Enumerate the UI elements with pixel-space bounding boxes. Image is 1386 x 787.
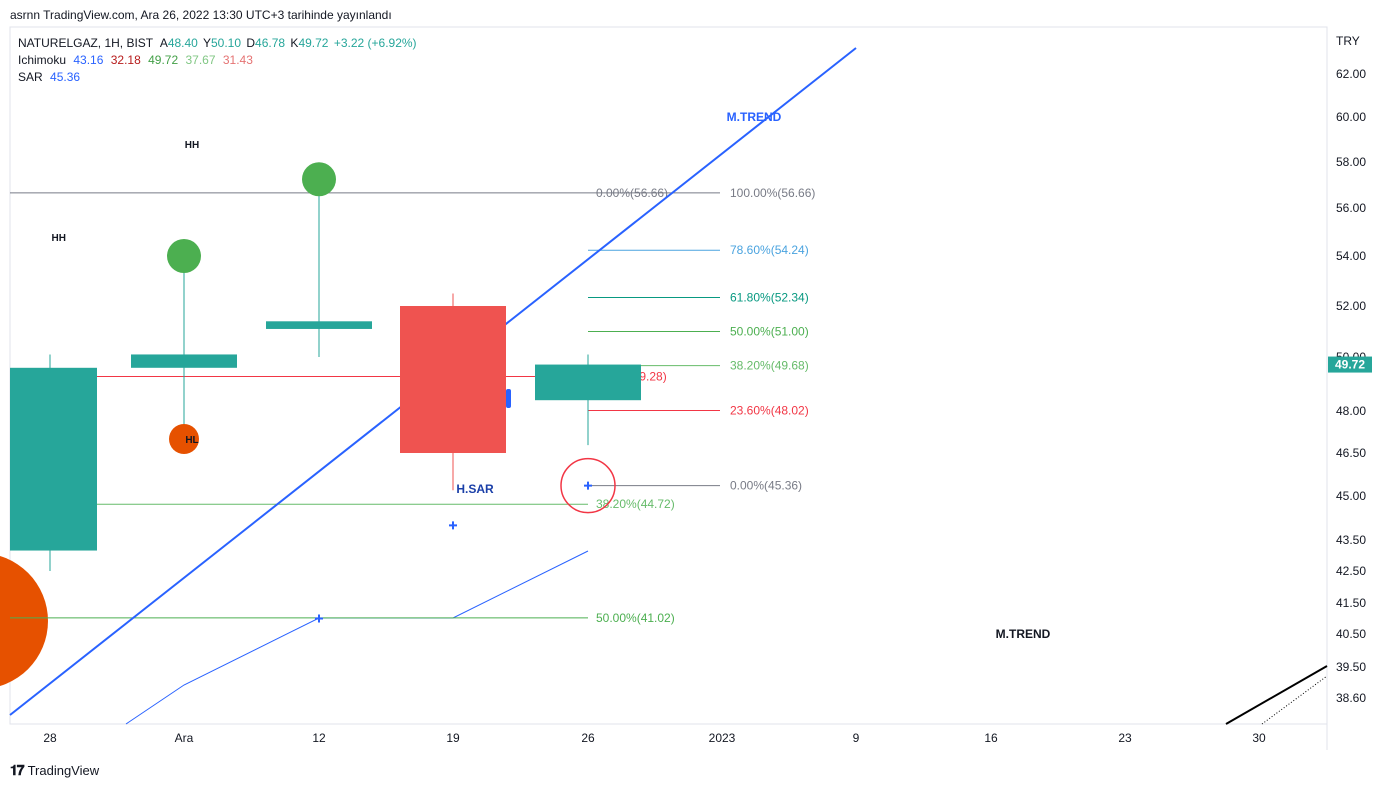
ichimoku-value: 32.18 (110, 53, 141, 67)
ohlc-high: Y50.10 (202, 36, 242, 50)
ichimoku-value: 31.43 (222, 53, 253, 67)
price-tick-label: 60.00 (1336, 110, 1366, 124)
published-line: asrnn TradingView.com, Ara 26, 2022 13:3… (10, 8, 392, 22)
fib-upper-label: 0.00%(45.36) (730, 479, 802, 493)
fib-upper-label: 50.00%(51.00) (730, 325, 809, 339)
sar-point (584, 481, 592, 490)
fib-lower-label: 0.00%(56.66) (596, 186, 668, 200)
symbol-legend-row[interactable]: NATURELGAZ, 1H, BIST A48.40 Y50.10 D46.7… (18, 35, 421, 52)
fib-lower-label: 38.20%(44.72) (596, 497, 675, 511)
ichimoku-name[interactable]: Ichimoku (18, 53, 67, 67)
fib-lower-label: 50.00%(41.02) (596, 611, 675, 625)
candle-body[interactable] (535, 364, 641, 401)
time-tick-label: 19 (446, 731, 460, 745)
green-dot-marker[interactable] (302, 162, 336, 197)
price-tick-label: 46.50 (1336, 446, 1366, 460)
annotation-label[interactable]: M.TREND (727, 110, 782, 124)
tradingview-brand: TradingView (27, 763, 100, 778)
time-tick-label: 9 (853, 731, 860, 745)
ohlc-change: +3.22 (+6.92%) (333, 36, 417, 50)
tradingview-footer[interactable]: 𝟏𝟕 TradingView (10, 762, 99, 779)
price-tick-label: 54.00 (1336, 249, 1366, 263)
annotation-label[interactable]: HH (52, 233, 66, 244)
last-price-label: 49.72 (1335, 358, 1365, 372)
ichimoku-value: 43.16 (73, 53, 104, 67)
time-tick-label: 26 (581, 731, 595, 745)
annotation-label[interactable]: HH (185, 140, 199, 151)
price-tick-label: 56.00 (1336, 201, 1366, 215)
highlight-circle[interactable] (560, 457, 616, 514)
price-tick-label: 40.50 (1336, 627, 1366, 641)
ichimoku-value: 49.72 (148, 53, 179, 67)
price-tick-label: 38.60 (1336, 691, 1366, 705)
sar-point (449, 521, 457, 530)
last-price-badge[interactable] (1328, 356, 1372, 373)
tradingview-logo-icon: 𝟏𝟕 (10, 762, 25, 778)
price-tick-label: 48.00 (1336, 404, 1366, 418)
price-tick-label: 58.00 (1336, 155, 1366, 169)
price-tick-label: 62.00 (1336, 67, 1366, 81)
price-tick-label: 42.50 (1336, 564, 1366, 578)
price-tick-label: 43.50 (1336, 533, 1366, 547)
price-tick-label: 45.00 (1336, 489, 1366, 503)
orange-dot-marker[interactable] (169, 424, 199, 454)
axes: TRY62.0060.0058.0056.0054.0052.0050.0048… (43, 34, 1372, 745)
background-shapes (0, 550, 589, 725)
annotation-label[interactable]: M.TREND (996, 627, 1051, 641)
fibonacci-retracements[interactable]: 100.00%(56.66) 78.60%(54.24) 61.80%(52.34)… (10, 186, 815, 625)
symbol-name[interactable]: NATURELGAZ, 1H, BIST (18, 36, 154, 50)
time-tick-label: Ara (175, 731, 194, 745)
sar-name[interactable]: SAR (18, 70, 43, 84)
ohlc-close: K49.72 (290, 36, 329, 50)
fib-upper-label: 38.20%(49.68) (730, 359, 809, 373)
time-tick-label: 28 (43, 731, 57, 745)
fib-upper-label: 23.60%(48.02) (730, 403, 809, 417)
trend-line-dotted[interactable] (1261, 675, 1328, 725)
candles[interactable] (10, 189, 641, 571)
candle-body[interactable] (266, 321, 372, 329)
time-tick-label: 30 (1252, 731, 1266, 745)
price-tick-label: 39.50 (1336, 660, 1366, 674)
time-tick-label: 16 (984, 731, 998, 745)
candle-body[interactable] (131, 354, 237, 368)
annotation-marks[interactable]: HH HH HL M.TREND H.SAR M.TREND (52, 110, 1051, 641)
sar-point (315, 614, 323, 623)
ohlc-low: D46.78 (246, 36, 286, 50)
fib-upper-label: 100.00%(56.66) (730, 186, 815, 200)
fib-upper-label: 78.60%(54.24) (730, 243, 809, 257)
large-orange-circle (0, 556, 48, 686)
time-tick-label: 12 (312, 731, 326, 745)
annotation-label[interactable]: H.SAR (456, 482, 494, 496)
annotation-label[interactable]: HL (185, 435, 198, 446)
ichimoku-legend-row[interactable]: Ichimoku 43.16 32.18 49.72 37.67 31.43 (18, 52, 421, 69)
blue-marker[interactable] (506, 389, 511, 408)
green-dot-marker[interactable] (167, 239, 201, 273)
ohlc-open: A48.40 (159, 36, 198, 50)
chart-legend: NATURELGAZ, 1H, BIST A48.40 Y50.10 D46.7… (18, 35, 421, 86)
time-tick-label: 23 (1118, 731, 1132, 745)
candle-body[interactable] (10, 367, 97, 551)
fib-upper-label: 61.80%(52.34) (730, 291, 809, 305)
price-tick-label: 41.50 (1336, 596, 1366, 610)
currency-label: TRY (1336, 34, 1360, 48)
time-tick-label: 2023 (709, 731, 736, 745)
candle-body[interactable] (400, 306, 506, 453)
ichimoku-line (125, 550, 589, 725)
ichimoku-value: 37.67 (185, 53, 216, 67)
sar-value: 45.36 (50, 70, 81, 84)
sar-legend-row[interactable]: SAR 45.36 (18, 69, 421, 86)
trend-line-black[interactable] (1225, 665, 1328, 725)
price-tick-label: 52.00 (1336, 299, 1366, 313)
